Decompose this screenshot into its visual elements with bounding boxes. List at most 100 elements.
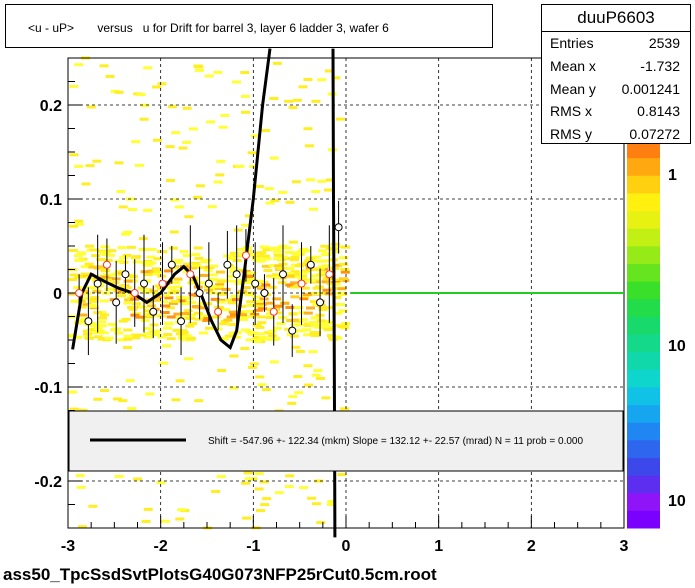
palette-cell [627,369,660,388]
heatmap-cell [298,271,308,275]
heatmap-cell [288,312,298,316]
heatmap-cell [182,106,192,110]
heatmap-cell [245,330,255,334]
heatmap-cell [114,331,124,335]
x-tick-label: -2 [154,538,168,555]
heatmap-cell [225,334,235,338]
heatmap-cell [229,266,239,270]
heatmap-cell [185,324,195,328]
palette-cell [627,210,660,229]
heatmap-cell [284,99,294,103]
fit-legend: Shift = -547.96 +- 122.34 (mkm) Slope = … [68,410,624,472]
profile-marker [278,270,287,279]
heatmap-cell [77,251,87,255]
heatmap-cell [274,491,284,495]
heatmap-cell [290,295,300,299]
palette-cell [627,510,660,529]
heatmap-cell [135,315,145,319]
heatmap-cell [259,480,269,484]
heatmap-cell [197,306,207,310]
heatmap-cell [250,312,260,316]
heatmap-cell [256,301,266,305]
heatmap-cell [288,395,298,399]
heatmap-cell [316,521,326,525]
file-name-footer: ass50_TpcSsdSvtPlotsG40G073NFP25rCut0.5c… [3,565,437,584]
heatmap-cell [159,361,169,365]
palette-cell [627,157,660,176]
heatmap-cell [119,260,129,264]
heatmap-cell [331,282,341,286]
heatmap-cell [252,336,262,340]
heatmap-cell [123,328,133,332]
heatmap-cell [167,105,177,109]
heatmap-cell [175,332,185,336]
heatmap-cell [241,223,251,227]
heatmap-cell [177,336,187,340]
heatmap-cell [100,268,110,272]
heatmap-cell [309,268,319,272]
palette-cell [627,334,660,353]
heatmap-cell [238,313,248,317]
heatmap-cell [303,77,313,81]
heatmap-cell [84,262,94,266]
x-tick-label: 2 [527,538,536,555]
heatmap-cell [310,316,320,320]
heatmap-cell [164,321,174,325]
heatmap-cell [74,275,84,279]
heatmap-cell [244,293,254,297]
heatmap-cell [244,477,254,481]
heatmap-cell [258,307,268,311]
colorbar-label: 1 [668,167,677,184]
heatmap-cell [339,256,349,260]
heatmap-cell [193,64,203,68]
heatmap-cell [110,328,120,332]
heatmap-cell [236,268,246,272]
heatmap-cell [285,283,295,287]
stats-row-entries: Entries 2539 [542,32,690,55]
heatmap-cell [105,253,115,257]
heatmap-cell [250,134,260,138]
heatmap-cell [175,517,185,521]
heatmap-cell [68,278,78,282]
heatmap-cell [80,265,90,269]
heatmap-cell [193,195,203,199]
heatmap-cell [199,314,209,318]
heatmap-cell [322,288,332,292]
heatmap-cell [332,295,342,299]
heatmap-cell [78,408,88,412]
stats-row-rms-y: RMS y 0.07272 [542,123,690,146]
heatmap-cell [129,275,139,279]
heatmap-cell [269,97,279,101]
heatmap-cell [320,322,330,326]
heatmap-cell [86,105,96,109]
heatmap-cell [99,331,109,335]
heatmap-cell [272,297,282,301]
heatmap-cell [337,473,347,477]
heatmap-cell [156,287,166,291]
heatmap-cell [90,248,100,252]
heatmap-cell [74,258,84,262]
heatmap-cell [184,215,194,219]
heatmap-cell [272,326,282,330]
heatmap-cell [95,329,105,333]
heatmap-cell [145,392,155,396]
heatmap-cell [236,247,246,251]
heatmap-cell [173,312,183,316]
heatmap-cell [272,61,282,65]
heatmap-cell [132,312,142,316]
heatmap-cell [199,331,209,335]
heatmap-cell [228,331,238,335]
heatmap-cell [166,286,176,290]
heatmap-cell [125,379,135,383]
heatmap-cell [321,264,331,268]
profile-marker [297,279,306,288]
heatmap-cell [215,283,225,287]
heatmap-cell [157,335,167,339]
heatmap-cell [188,293,198,297]
profile-marker [186,270,195,279]
heatmap-cell [132,260,142,264]
profile-marker [325,270,334,279]
heatmap-cell [338,309,348,313]
heatmap-cell [182,140,192,144]
heatmap-cell [247,315,257,319]
